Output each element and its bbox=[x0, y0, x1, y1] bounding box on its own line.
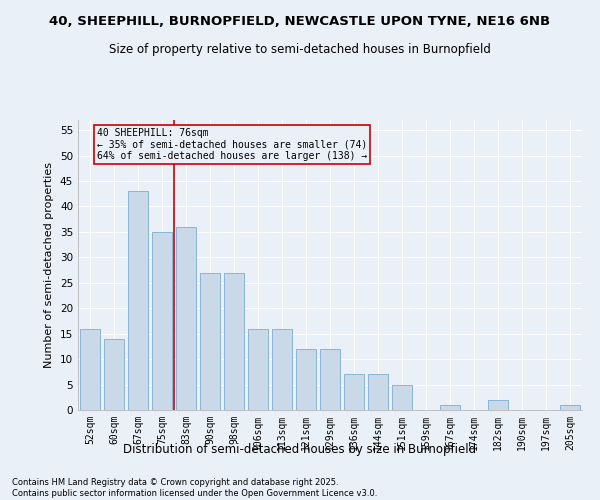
Bar bbox=[128, 191, 148, 410]
Bar bbox=[560, 405, 580, 410]
Bar bbox=[176, 227, 196, 410]
Bar bbox=[296, 349, 316, 410]
Text: 40 SHEEPHILL: 76sqm
← 35% of semi-detached houses are smaller (74)
64% of semi-d: 40 SHEEPHILL: 76sqm ← 35% of semi-detach… bbox=[97, 128, 367, 161]
Text: 40, SHEEPHILL, BURNOPFIELD, NEWCASTLE UPON TYNE, NE16 6NB: 40, SHEEPHILL, BURNOPFIELD, NEWCASTLE UP… bbox=[49, 15, 551, 28]
Bar bbox=[152, 232, 172, 410]
Bar bbox=[392, 384, 412, 410]
Bar bbox=[200, 272, 220, 410]
Bar bbox=[80, 328, 100, 410]
Text: Size of property relative to semi-detached houses in Burnopfield: Size of property relative to semi-detach… bbox=[109, 42, 491, 56]
Bar bbox=[440, 405, 460, 410]
Text: Contains HM Land Registry data © Crown copyright and database right 2025.
Contai: Contains HM Land Registry data © Crown c… bbox=[12, 478, 377, 498]
Bar bbox=[320, 349, 340, 410]
Text: Distribution of semi-detached houses by size in Burnopfield: Distribution of semi-detached houses by … bbox=[124, 442, 476, 456]
Bar bbox=[104, 339, 124, 410]
Bar bbox=[488, 400, 508, 410]
Bar bbox=[248, 328, 268, 410]
Bar bbox=[344, 374, 364, 410]
Bar bbox=[272, 328, 292, 410]
Bar bbox=[224, 272, 244, 410]
Y-axis label: Number of semi-detached properties: Number of semi-detached properties bbox=[44, 162, 55, 368]
Bar bbox=[368, 374, 388, 410]
